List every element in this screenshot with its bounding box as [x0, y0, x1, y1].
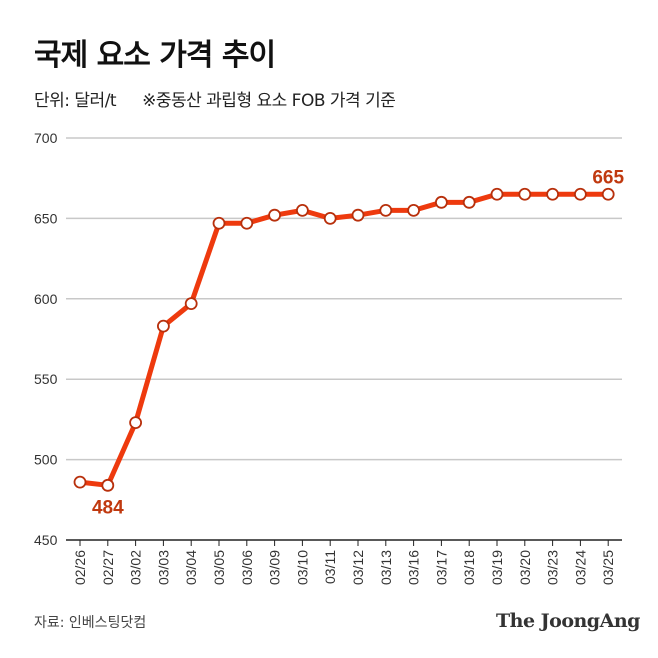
- x-tick-label: 03/02: [128, 550, 144, 585]
- data-point: [73, 475, 87, 489]
- x-tick-label: 03/19: [489, 550, 505, 585]
- x-tick-label: 02/27: [100, 550, 116, 585]
- y-tick-label: 600: [34, 291, 58, 307]
- data-point: [518, 187, 532, 201]
- data-point: [323, 211, 337, 225]
- x-tick-label: 03/25: [600, 550, 616, 585]
- data-point: [462, 195, 476, 209]
- y-tick-label: 450: [34, 532, 58, 548]
- data-point: [240, 216, 254, 230]
- data-point: [156, 319, 170, 333]
- data-point: [574, 187, 587, 201]
- data-point: [546, 187, 559, 201]
- series-line: [79, 191, 609, 488]
- data-point: [129, 416, 143, 430]
- note-label: ※중동산 과립형 요소 FOB 가격 기준: [142, 91, 396, 111]
- data-point: [434, 195, 448, 209]
- data-point: [212, 216, 226, 230]
- x-tick-label: 03/13: [378, 550, 394, 585]
- x-tick-label: 03/16: [406, 550, 422, 585]
- data-point: [601, 187, 615, 201]
- x-tick-label: 03/17: [433, 550, 449, 585]
- data-point: [101, 478, 115, 492]
- x-tick-label: 03/20: [517, 550, 533, 585]
- y-tick-label: 700: [34, 130, 58, 146]
- y-tick-label: 550: [34, 371, 58, 387]
- data-point: [379, 203, 393, 217]
- x-tick-label: 03/11: [322, 550, 338, 584]
- data-point: [407, 203, 421, 217]
- data-point: [351, 208, 365, 222]
- chart-subtitle: 단위: 달러/t ※중동산 과립형 요소 FOB 가격 기준: [34, 86, 396, 111]
- x-tick-label: 03/06: [239, 550, 255, 585]
- data-point: [490, 187, 504, 201]
- y-tick-label: 650: [34, 210, 58, 226]
- data-point: [295, 203, 309, 217]
- y-tick-label: 500: [34, 452, 58, 468]
- publisher-logo: The JoongAng: [496, 610, 640, 632]
- x-tick-label: 03/10: [294, 550, 310, 585]
- x-tick-label: 02/26: [72, 550, 88, 585]
- x-tick-label: 03/09: [267, 550, 283, 585]
- data-point: [184, 297, 198, 311]
- data-point: [268, 208, 282, 222]
- x-tick-label: 03/24: [572, 550, 588, 585]
- x-tick-label: 03/18: [461, 550, 477, 585]
- unit-label: 단위: 달러/t: [34, 91, 117, 111]
- x-tick-label: 03/12: [350, 550, 366, 585]
- chart-title: 국제 요소 가격 추이: [34, 38, 276, 73]
- x-tick-label: 03/23: [545, 550, 561, 585]
- x-tick-label: 03/03: [155, 550, 171, 585]
- x-tick-label: 03/04: [183, 550, 199, 585]
- x-tick-label: 03/05: [211, 550, 227, 585]
- data-label: 665: [592, 167, 624, 188]
- source-label: 자료: 인베스팅닷컴: [34, 615, 147, 631]
- data-label: 484: [92, 497, 124, 518]
